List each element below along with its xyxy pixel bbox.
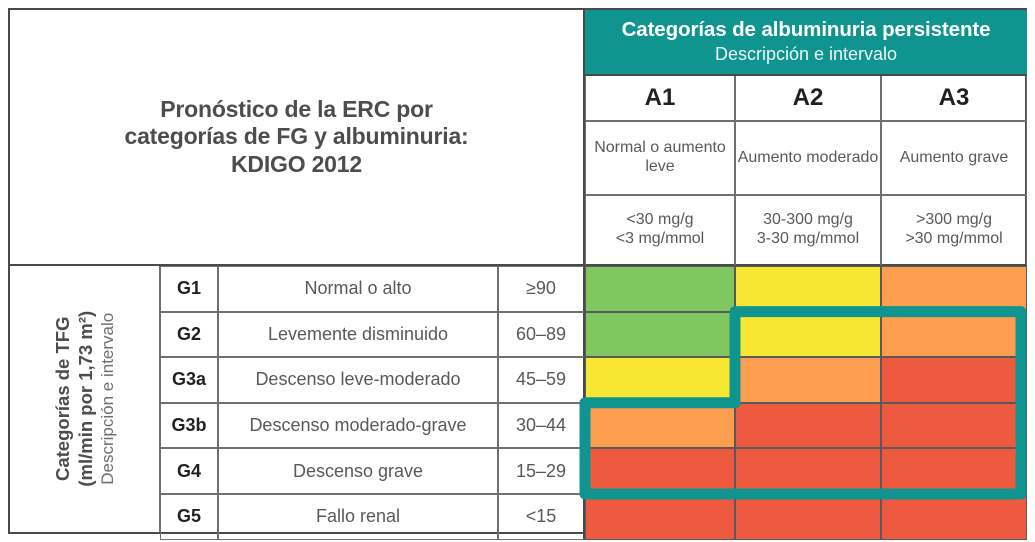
chart-title-line-3: KDIGO 2012 — [231, 150, 362, 177]
risk-cell-g2-a2 — [735, 311, 881, 358]
column-header-desc-a2: Aumento moderado — [735, 121, 881, 195]
risk-cell-g3b-a1 — [585, 402, 735, 449]
row-code-g1: G1 — [160, 266, 218, 312]
risk-cell-g1-a1 — [585, 266, 735, 312]
a3-desc-text: Aumento grave — [899, 148, 1009, 166]
risk-cell-g1-a3 — [881, 266, 1027, 312]
albuminuria-header-banner: Categorías de albuminuria persistente De… — [585, 10, 1027, 76]
row-range-g5: <15 — [498, 494, 585, 540]
row-description-g4: Descenso grave — [218, 448, 498, 494]
row-description-g1: Normal o alto — [218, 266, 498, 312]
row-range-g2: 60–89 — [498, 311, 585, 358]
chart-title-line-1: Pronóstico de la ERC por — [160, 96, 433, 123]
chart-title-line-2: categorías de FG y albuminuria: — [124, 123, 469, 150]
risk-cell-g2-a1 — [585, 311, 735, 358]
column-header-desc-a1: Normal o aumento leve — [585, 121, 735, 195]
column-header-code-a1: A1 — [585, 76, 735, 121]
risk-cell-g4-a2 — [735, 448, 881, 494]
tfg-axis-label: Categorías de TFG (ml/min por 1,73 m²) D… — [10, 266, 160, 532]
row-range-g4: 15–29 — [498, 448, 585, 494]
a2-range-line-1: 30-300 mg/g — [763, 211, 853, 229]
a1-desc-text: Normal o aumento leve — [594, 139, 726, 175]
albuminuria-header-subtitle: Descripción e intervalo — [714, 44, 898, 65]
row-code-g2: G2 — [160, 311, 218, 358]
albuminuria-header-title: Categorías de albuminuria persistente — [621, 18, 991, 42]
risk-cell-g1-a2 — [735, 266, 881, 312]
column-header-code-a2: A2 — [735, 76, 881, 121]
chart-title-block: Pronóstico de la ERC por categorías de F… — [10, 10, 585, 266]
column-header-range-a1: <30 mg/g <3 mg/mmol — [585, 195, 735, 266]
risk-cell-g3b-a2 — [735, 402, 881, 449]
tfg-label-line-2: (ml/min por 1,73 m²) — [74, 311, 96, 487]
tfg-label-line-1: Categorías de TFG — [51, 316, 73, 482]
column-header-range-a3: >300 mg/g >30 mg/mmol — [881, 195, 1027, 266]
column-header-desc-a3: Aumento grave — [881, 121, 1027, 195]
a1-range-line-1: <30 mg/g — [626, 211, 694, 229]
column-header-range-a2: 30-300 mg/g 3-30 mg/mmol — [735, 195, 881, 266]
row-code-g3a: G3a — [160, 357, 218, 403]
a1-range-line-2: <3 mg/mmol — [615, 230, 705, 247]
row-code-g4: G4 — [160, 448, 218, 494]
risk-cell-g3a-a1 — [585, 357, 735, 403]
risk-cell-g2-a3 — [881, 311, 1027, 358]
risk-cell-g3b-a3 — [881, 402, 1027, 449]
row-code-g3b: G3b — [160, 402, 218, 449]
risk-cell-g5-a3 — [881, 494, 1027, 540]
row-code-g5: G5 — [160, 494, 218, 540]
risk-cell-g4-a1 — [585, 448, 735, 494]
tfg-axis-label-rotated: Categorías de TFG (ml/min por 1,73 m²) D… — [51, 311, 119, 487]
a2-desc-text: Aumento moderado — [737, 148, 879, 166]
row-description-g2: Levemente disminuido — [218, 311, 498, 358]
row-range-g3b: 30–44 — [498, 402, 585, 449]
column-header-code-a3: A3 — [881, 76, 1027, 121]
row-description-g3b: Descenso moderado-grave — [218, 402, 498, 449]
row-range-g3a: 45–59 — [498, 357, 585, 403]
row-range-g1: ≥90 — [498, 266, 585, 312]
risk-cell-g5-a2 — [735, 494, 881, 540]
risk-cell-g3a-a2 — [735, 357, 881, 403]
row-description-g3a: Descenso leve-moderado — [218, 357, 498, 403]
row-description-g5: Fallo renal — [218, 494, 498, 540]
a2-range-line-2: 3-30 mg/mmol — [756, 230, 860, 247]
a3-range-line-2: >30 mg/mmol — [905, 230, 1003, 247]
risk-cell-g5-a1 — [585, 494, 735, 540]
a3-range-line-1: >300 mg/g — [915, 211, 993, 229]
tfg-label-line-3: Descripción e intervalo — [98, 313, 117, 485]
risk-cell-g4-a3 — [881, 448, 1027, 494]
risk-cell-g3a-a3 — [881, 357, 1027, 403]
